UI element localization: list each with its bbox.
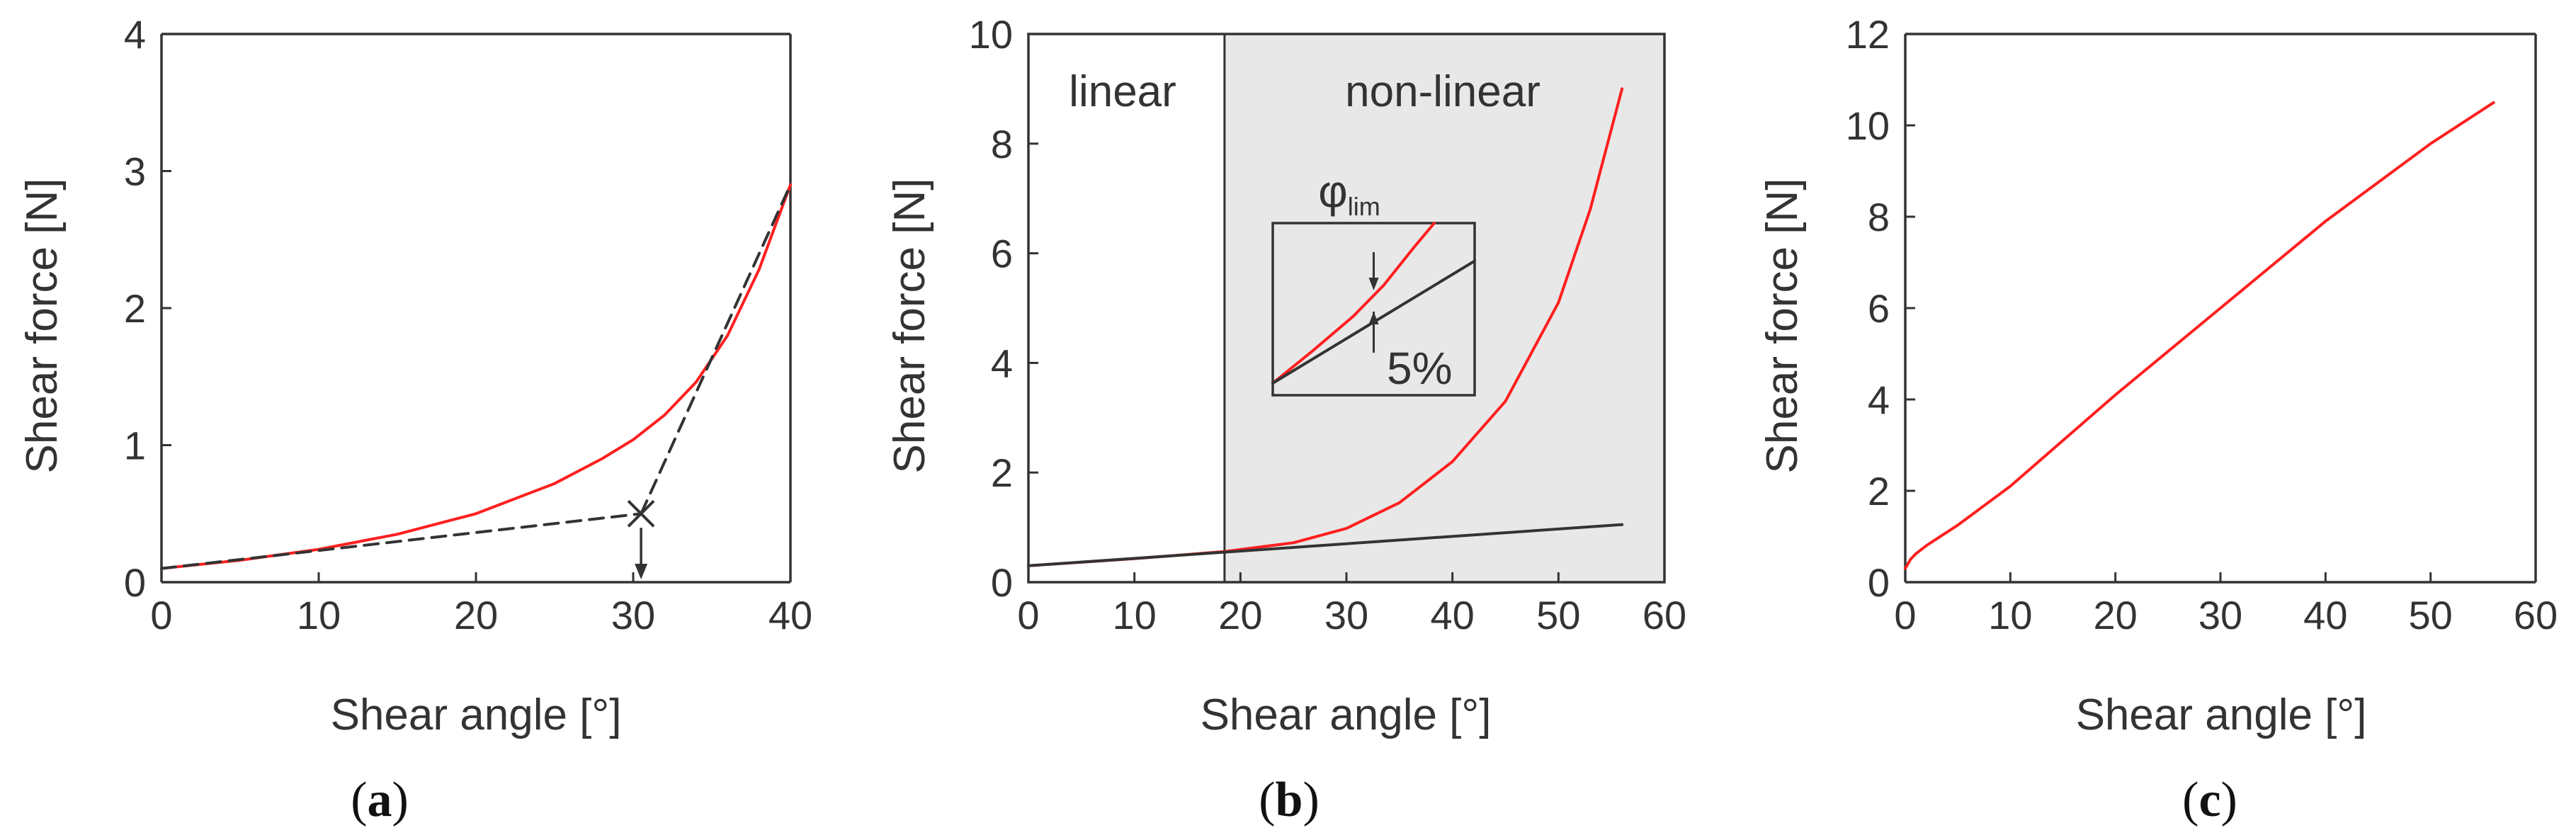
x-tick-label: 20 (2094, 593, 2138, 637)
y-axis-title-c: Shear force [N] (1758, 178, 1807, 474)
y-tick-label: 4 (124, 12, 146, 57)
y-tick-label: 10 (1846, 103, 1890, 148)
x-tick-label: 10 (1113, 593, 1157, 637)
x-tick-label: 0 (1894, 593, 1916, 637)
chart-panel-b: 0 10 20 30 40 50 60 0 2 4 6 8 10 φlim 5% linear non-li… (885, 12, 1686, 827)
y-tick-label: 1 (124, 424, 146, 468)
x-tick-label: 20 (454, 593, 498, 637)
inset-zoom: φlim 5% (1271, 166, 1476, 397)
inset-percent-label: 5% (1387, 343, 1453, 394)
x-tick-label: 50 (2409, 593, 2453, 637)
y-tick-label: 12 (1846, 12, 1890, 57)
panel-label-a: (a) (351, 773, 409, 827)
y-tick-label: 6 (1868, 286, 1890, 331)
x-axis-title-a: Shear angle [°] (331, 691, 622, 739)
plot-area-a: 0 10 20 30 40 0 1 2 3 4 (124, 12, 812, 637)
x-tick-label: 50 (1536, 593, 1580, 637)
y-tick-label: 8 (991, 122, 1013, 166)
panel-label-b: (b) (1259, 773, 1320, 827)
x-tick-label: 10 (297, 593, 341, 637)
y-tick-label: 0 (991, 560, 1013, 605)
region-label-linear: linear (1069, 67, 1176, 116)
plot-area-c: 0 10 20 30 40 50 60 0 2 4 6 8 10 12 (1846, 12, 2558, 637)
x-tick-label: 30 (611, 593, 655, 637)
series-measured-line (1904, 101, 2495, 570)
x-axis-title-b: Shear angle [°] (1201, 691, 1492, 739)
x-tick-label: 10 (1988, 593, 2032, 637)
chart-panel-c: 0 10 20 30 40 50 60 0 2 4 6 8 10 12 Shear angle [°] S… (1758, 12, 2558, 827)
x-tick-label: 30 (2198, 593, 2242, 637)
inset-series-measured (1271, 222, 1436, 385)
x-tick-label: 60 (2514, 593, 2558, 637)
chart-panel-a: 0 10 20 30 40 0 1 2 3 4 Shear angle [°] Shear for… (18, 12, 812, 827)
inset-gap-arrows (1368, 252, 1379, 353)
x-tick-label: 0 (150, 593, 172, 637)
x-tick-label: 30 (1324, 593, 1368, 637)
y-tick-label: 3 (124, 149, 146, 194)
y-tick-label: 2 (124, 286, 146, 331)
series-linear-fit-high-line (640, 183, 792, 516)
panel-label-c: (c) (2182, 773, 2237, 827)
y-tick-label: 0 (1868, 560, 1890, 605)
y-tick-label: 10 (969, 12, 1013, 57)
y-tick-label: 2 (991, 450, 1013, 495)
x-tick-label: 40 (2303, 593, 2347, 637)
x-tick-label: 40 (768, 593, 812, 637)
y-tick-label: 6 (991, 232, 1013, 276)
series-linear-fit-low-line (160, 512, 643, 570)
x-tick-label: 20 (1218, 593, 1262, 637)
y-tick-label: 8 (1868, 195, 1890, 239)
y-tick-label: 0 (124, 560, 146, 605)
inset-frame (1271, 222, 1476, 397)
drop-arrow (635, 528, 648, 579)
series-measured-line (160, 183, 792, 570)
x-tick-label: 40 (1431, 593, 1475, 637)
y-tick-label: 4 (1868, 378, 1890, 422)
y-tick-label: 2 (1868, 469, 1890, 513)
y-axis-title-a: Shear force [N] (18, 178, 67, 474)
x-tick-label: 60 (1642, 593, 1686, 637)
y-axis-title-b: Shear force [N] (885, 178, 934, 474)
inset-title: φlim (1318, 166, 1380, 221)
plot-area-b: 0 10 20 30 40 50 60 0 2 4 6 8 10 φlim 5% (969, 12, 1686, 637)
x-axis-title-c: Shear angle [°] (2076, 691, 2367, 739)
series-linear-line (1027, 523, 1624, 567)
y-tick-label: 4 (991, 341, 1013, 385)
region-label-non-linear: non-linear (1345, 67, 1541, 116)
x-tick-label: 0 (1017, 593, 1039, 637)
intersection-marker (627, 499, 655, 528)
